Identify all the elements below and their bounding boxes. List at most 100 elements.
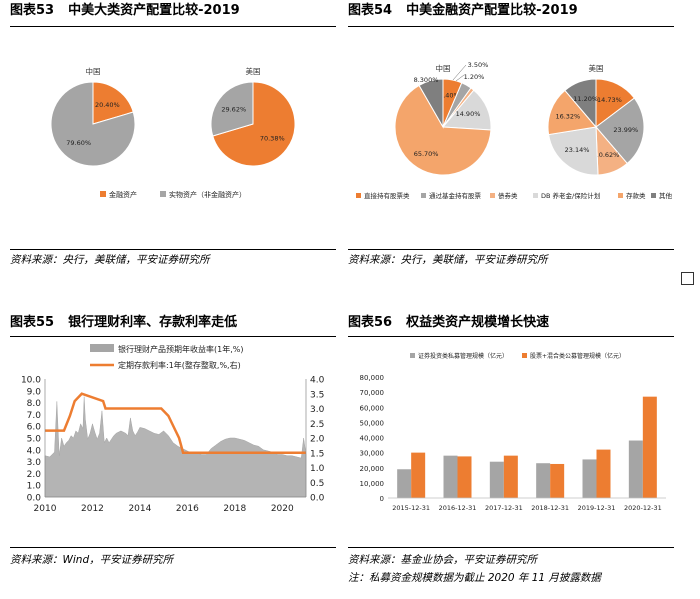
left-tick-label: 5.0 xyxy=(27,435,42,445)
left-tick-label: 6.0 xyxy=(27,423,42,433)
legend-label: 其他 xyxy=(659,191,673,200)
us-pie-data-label: 11.20% xyxy=(573,95,598,103)
legend-swatch xyxy=(618,193,623,198)
china-pie-data-label: 6.40% xyxy=(439,92,460,100)
figure-title: 中美金融资产配置比较-2019 xyxy=(406,3,578,18)
legend-label: 存款类 xyxy=(626,191,646,200)
right-tick-label: 2.0 xyxy=(310,435,325,445)
left-tick-label: 7.0 xyxy=(27,411,42,421)
china-pie-pie-title: 中国 xyxy=(86,66,101,76)
right-tick-label: 2.5 xyxy=(310,420,324,430)
legend-swatch xyxy=(90,344,114,352)
legend-swatch xyxy=(410,353,415,358)
legend-label: 金融资产 xyxy=(109,190,137,199)
right-tick-label: 1.5 xyxy=(310,449,324,459)
legend-label: 证券投资类私募管理规模（亿元） xyxy=(418,352,508,360)
bar xyxy=(411,452,426,498)
panel-53: 图表53 中美大类资产配置比较-2019 20.40% 79.60% 中国 70.38%… xyxy=(10,0,336,272)
us-pie-slice xyxy=(548,126,599,176)
legend-label: 股票+混合类公募管理规模（亿元） xyxy=(530,352,625,360)
legend-label: 通过基金持有股票 xyxy=(429,191,482,200)
us-pie-slice xyxy=(564,78,597,129)
bar xyxy=(550,463,565,498)
china-pie-data-label: 3.50% xyxy=(468,61,489,69)
y-tick-label: 40,000 xyxy=(360,435,385,443)
legend-label: 定期存款利率:1年(整存整取,%,右) xyxy=(118,360,241,370)
panel-title: 图表54 中美金融资产配置比较-2019 xyxy=(348,0,674,22)
legend-swatch xyxy=(421,193,426,198)
china-pie-data-label: 79.60% xyxy=(66,139,91,147)
legend-label: 债券类 xyxy=(498,191,518,200)
panel-title: 图表55 银行理财利率、存款利率走低 xyxy=(10,312,336,334)
us-pie-data-label: 70.38% xyxy=(260,134,285,142)
figure-title: 权益类资产规模增长快速 xyxy=(406,315,550,330)
chart-55: 银行理财产品预期年收益率(1年,%) 定期存款利率:1年(整存整取,%,右) 0.0… xyxy=(21,344,325,514)
china-pie-data-label: 14.90% xyxy=(456,110,481,118)
china-pie-data-label: 1.20% xyxy=(464,73,485,81)
us-pie-data-label: 29.62% xyxy=(221,106,246,114)
figure-title: 中美大类资产配置比较-2019 xyxy=(68,3,240,18)
x-tick-label: 2020 xyxy=(271,504,294,514)
left-tick-label: 4.0 xyxy=(27,446,42,456)
legend-swatch xyxy=(522,353,527,358)
right-tick-label: 0.0 xyxy=(310,494,325,504)
source-note: 资料来源：Wind，平安证券研究所 xyxy=(10,554,174,566)
us-pie-pie-title: 美国 xyxy=(246,66,261,76)
source-note: 资料来源：基金业协会，平安证券研究所 xyxy=(348,554,537,566)
left-tick-label: 0.0 xyxy=(27,494,42,504)
china-pie-data-label: 20.40% xyxy=(95,101,120,109)
source-rule xyxy=(348,547,674,548)
y-tick-label: 60,000 xyxy=(360,404,385,412)
checkbox-icon[interactable] xyxy=(681,272,694,285)
china-pie-slice xyxy=(394,84,492,176)
bar xyxy=(536,463,551,498)
bar xyxy=(596,449,611,498)
right-tick-label: 3.0 xyxy=(310,405,325,415)
us-pie-data-label: 10.62% xyxy=(595,151,620,159)
y-tick-label: 0 xyxy=(380,495,384,503)
figure-number: 图表54 xyxy=(348,3,393,18)
legend-swatch xyxy=(533,193,538,198)
source-note: 资料来源：央行，美联储，平安证券研究所 xyxy=(348,254,548,266)
chart-56: 证券投资类私募管理规模（亿元） 股票+混合类公募管理规模（亿元） 0 10,000 20… xyxy=(360,352,666,512)
legend-swatch xyxy=(651,193,656,198)
legend-swatch xyxy=(100,191,106,197)
bar xyxy=(628,440,643,498)
china-pie-pie-title: 中国 xyxy=(436,63,451,73)
bar xyxy=(489,461,504,498)
figure-number: 图表55 xyxy=(10,315,55,330)
y-tick-label: 30,000 xyxy=(360,450,385,458)
figure-number: 图表53 xyxy=(10,3,55,18)
us-pie-data-label: 14.73% xyxy=(597,96,622,104)
leader-line xyxy=(455,74,465,82)
y-tick-label: 20,000 xyxy=(360,465,385,473)
legend-label: 银行理财产品预期年收益率(1年,%) xyxy=(118,344,243,354)
left-tick-label: 2.0 xyxy=(27,470,42,480)
bar xyxy=(443,455,458,498)
source-note: 资料来源：央行，美联储，平安证券研究所 xyxy=(10,254,210,266)
legend-swatch xyxy=(490,193,495,198)
right-tick-label: 1.0 xyxy=(310,464,325,474)
source-rule xyxy=(348,249,674,250)
panel-54: 图表54 中美金融资产配置比较-2019 6.40% 3.50% 1.20% 14.90… xyxy=(348,0,674,272)
title-rule xyxy=(348,336,674,337)
y-tick-label: 10,000 xyxy=(360,480,385,488)
x-tick-label: 2017-12-31 xyxy=(485,504,523,512)
left-tick-label: 10.0 xyxy=(21,376,41,386)
footnote: 注：私募资金规模数据为截止 2020 年 11 月披露数据 xyxy=(348,572,601,584)
legend-label: 实物资产（非金融资产） xyxy=(169,190,246,199)
x-tick-label: 2012 xyxy=(81,504,104,514)
bar xyxy=(642,396,657,498)
legend-swatch xyxy=(160,191,166,197)
right-tick-label: 0.5 xyxy=(310,479,324,489)
source-rule xyxy=(10,249,336,250)
x-tick-label: 2020-12-31 xyxy=(624,504,662,512)
x-tick-label: 2018 xyxy=(223,504,246,514)
china-pie-slice xyxy=(92,81,134,125)
x-tick-label: 2015-12-31 xyxy=(392,504,430,512)
source-rule xyxy=(10,547,336,548)
us-pie-slice xyxy=(210,81,254,137)
x-tick-label: 2019-12-31 xyxy=(578,504,616,512)
chart-54: 6.40% 3.50% 1.20% 14.90% 65.70% 8.300% 中国 14.73… xyxy=(356,61,673,200)
